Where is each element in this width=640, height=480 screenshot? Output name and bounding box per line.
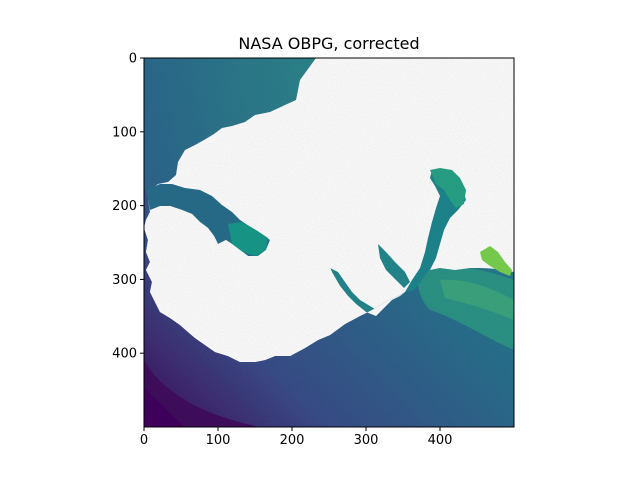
- x-tick-label: 0: [140, 433, 148, 448]
- y-tick-label: 300: [112, 273, 137, 288]
- x-tick-label: 400: [428, 433, 453, 448]
- fjord-west-bay: [378, 244, 410, 288]
- green-plume: [480, 246, 512, 276]
- x-tick-label: 300: [354, 433, 379, 448]
- x-tick-label: 100: [206, 433, 231, 448]
- y-axis: 0 100 200 300 400: [112, 52, 144, 362]
- y-tick-label: 100: [112, 125, 137, 140]
- x-tick-label: 200: [280, 433, 305, 448]
- x-axis: 0 100 200 300 400: [140, 427, 453, 448]
- fjord-north-head: [430, 168, 466, 208]
- inlet-west-tip: [228, 222, 268, 256]
- heatmap-image: [144, 58, 514, 427]
- chart-title: NASA OBPG, corrected: [238, 34, 419, 53]
- plot-frame: [143, 57, 515, 428]
- green-water-patch: [440, 279, 514, 320]
- y-tick-label: 0: [129, 52, 137, 67]
- dark-corner: [144, 360, 260, 427]
- fjord-middle: [330, 268, 380, 316]
- land-bay-interior: [144, 206, 405, 362]
- y-tick-label: 200: [112, 199, 137, 214]
- y-tick-label: 400: [112, 347, 137, 362]
